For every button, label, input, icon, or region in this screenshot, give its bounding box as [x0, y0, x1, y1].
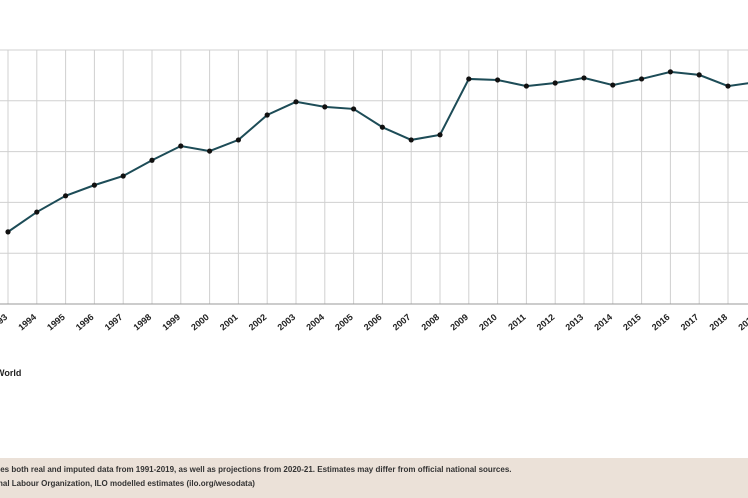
point: [207, 148, 213, 154]
point: [437, 132, 443, 138]
x-tick-label: 2007: [391, 312, 413, 333]
x-tick-label: 2018: [708, 312, 730, 333]
x-tick-label: 2001: [218, 312, 240, 333]
point: [34, 209, 40, 215]
point: [523, 83, 530, 89]
x-tick-label: 1998: [132, 312, 154, 333]
point: [667, 69, 674, 75]
point: [293, 99, 299, 105]
point: [696, 72, 702, 78]
x-tick-label: 2019: [736, 312, 748, 333]
footer: les both real and imputed data from 1991…: [0, 458, 748, 498]
point: [581, 75, 587, 81]
x-tick-label: 2006: [362, 312, 384, 333]
point: [5, 229, 11, 235]
footer-note: les both real and imputed data from 1991…: [0, 465, 512, 474]
point: [495, 77, 501, 83]
point: [235, 137, 241, 143]
chart: 1993 1994 1995 1996 1997 1998 1999 2000 2001 2002…: [0, 49, 748, 333]
x-tick-label: 2005: [333, 312, 355, 333]
point: [63, 193, 69, 199]
point: [91, 182, 97, 188]
point: [149, 157, 155, 163]
point: [639, 76, 645, 82]
x-tick-label: 2004: [304, 312, 326, 333]
point: [264, 112, 270, 118]
x-tick-label: 2012: [535, 312, 557, 333]
x-tick-label: 2011: [506, 312, 527, 332]
x-tick-label: 2010: [477, 312, 499, 333]
x-tick-label: 2014: [592, 312, 614, 333]
point: [120, 173, 126, 179]
x-tick-label: 2003: [276, 312, 298, 333]
x-tick-label: 1995: [45, 312, 67, 333]
x-tick-label: 1996: [74, 312, 96, 333]
point: [552, 80, 558, 86]
x-tick-label: 2015: [621, 312, 643, 333]
point: [351, 106, 357, 112]
x-tick-label: 2002: [247, 312, 269, 333]
point: [725, 83, 731, 89]
point: [408, 137, 414, 143]
x-tick-label: 1997: [103, 312, 125, 333]
x-tick-label: 2013: [564, 312, 586, 333]
point: [322, 104, 328, 110]
point: [178, 143, 184, 149]
x-tick-label: 2017: [679, 312, 701, 333]
point: [610, 82, 616, 88]
x-tick-label: 1999: [160, 312, 182, 333]
x-tick-label: 1993: [0, 312, 9, 333]
footer-source: nal Labour Organization, ILO modelled es…: [0, 479, 255, 488]
x-tick-label: 2016: [650, 312, 672, 333]
point: [379, 124, 385, 130]
point: [466, 76, 472, 82]
x-tick-label: 2009: [448, 312, 470, 333]
legend: World: [0, 368, 21, 378]
legend-label: World: [0, 368, 22, 378]
x-tick-label: 2000: [189, 312, 211, 333]
x-tick-label: 1994: [16, 312, 38, 333]
x-tick-label: 2008: [420, 312, 442, 333]
